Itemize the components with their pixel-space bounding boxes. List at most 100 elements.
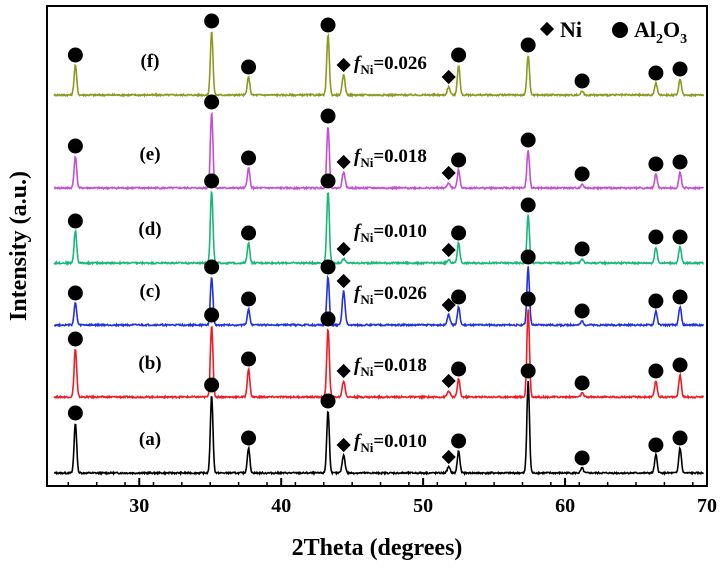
trace-label: (d) [138, 219, 161, 240]
al2o3-peak-marker [574, 450, 590, 466]
al2o3-peak-marker [672, 61, 688, 77]
al2o3-peak-marker [451, 225, 467, 241]
al2o3-peak-marker [67, 47, 83, 63]
legend-ni-label: Ni [560, 17, 582, 42]
xrd-trace-c [53, 266, 705, 328]
ni-peak-marker [441, 69, 456, 85]
al2o3-peak-marker [451, 47, 467, 63]
al2o3-peak-marker [520, 197, 536, 213]
y-axis-title: Intensity (a.u.) [6, 171, 32, 321]
al2o3-peak-marker [451, 289, 467, 305]
al2o3-peak-marker [320, 311, 336, 327]
ni-peak-marker [441, 373, 456, 389]
al2o3-peak-marker [648, 156, 664, 172]
al2o3-peak-marker [320, 259, 336, 275]
al2o3-peak-marker [320, 108, 336, 124]
al2o3-peak-marker [67, 213, 83, 229]
al2o3-peak-marker [320, 393, 336, 409]
trace-label: (c) [139, 281, 160, 302]
al2o3-peak-marker [648, 65, 664, 81]
al2o3-peak-marker [320, 17, 336, 33]
al2o3-peak-marker [672, 357, 688, 373]
fni-annotation: fNi=0.010 [354, 221, 427, 245]
ni-peak-marker [336, 154, 351, 170]
x-axis-title: 2Theta (degrees) [292, 535, 463, 561]
al2o3-peak-marker [574, 166, 590, 182]
xrd-trace-a [53, 380, 704, 477]
al2o3-peak-marker [672, 229, 688, 245]
fni-annotation: fNi=0.026 [354, 53, 427, 77]
al2o3-peak-marker [67, 331, 83, 347]
trace-label: (a) [139, 429, 161, 450]
al2o3-peak-marker [241, 291, 257, 307]
al2o3-peak-marker [320, 173, 336, 189]
xrd-trace-b [53, 309, 705, 401]
trace-label: (e) [139, 144, 160, 165]
al2o3-peak-marker [520, 132, 536, 148]
al2o3-peak-marker [241, 150, 257, 166]
al2o3-peak-marker [672, 289, 688, 305]
xrd-trace-f [53, 31, 705, 98]
x-tick-label: 30 [129, 495, 149, 517]
al2o3-peak-marker [520, 363, 536, 379]
al2o3-peak-marker [204, 259, 220, 275]
x-tick-label: 40 [271, 495, 291, 517]
al2o3-peak-marker [241, 430, 257, 446]
ni-peak-marker [441, 165, 456, 181]
al2o3-peak-marker [67, 138, 83, 154]
al2o3-peak-marker [574, 73, 590, 89]
al2o3-peak-marker [574, 375, 590, 391]
al2o3-peak-marker [204, 173, 220, 189]
ni-peak-marker [336, 241, 351, 257]
al2o3-peak-marker [204, 377, 220, 393]
al2o3-peak-marker [204, 307, 220, 323]
al2o3-peak-marker [520, 291, 536, 307]
xrd-trace-e [53, 111, 705, 191]
plot-frame [46, 5, 708, 487]
al2o3-peak-marker [451, 361, 467, 377]
xrd-trace-d [53, 190, 704, 267]
ni-peak-marker [336, 437, 351, 453]
marker-group [67, 13, 688, 466]
al2o3-peak-marker [204, 94, 220, 110]
al2o3-peak-marker [451, 433, 467, 449]
al2o3-peak-marker [241, 59, 257, 75]
x-axis-ticks: 30 40 50 60 70 [67, 478, 717, 517]
label-group: (a) fNi=0.010 (b) fNi=0.018 (c) fNi=0.026 (d) f… [138, 51, 427, 455]
legend-al2o3-marker [612, 22, 628, 38]
fni-annotation: fNi=0.026 [354, 283, 427, 307]
al2o3-peak-marker [204, 13, 220, 29]
al2o3-peak-marker [241, 225, 257, 241]
ni-peak-marker [441, 449, 456, 465]
al2o3-peak-marker [520, 249, 536, 265]
ni-peak-marker [336, 363, 351, 379]
fni-annotation: fNi=0.018 [354, 355, 427, 379]
al2o3-peak-marker [451, 152, 467, 168]
x-tick-label: 70 [697, 495, 717, 517]
trace-label: (f) [141, 51, 160, 72]
fni-annotation: fNi=0.018 [354, 146, 427, 170]
al2o3-peak-marker [67, 285, 83, 301]
al2o3-peak-marker [241, 351, 257, 367]
x-tick-label: 50 [413, 495, 433, 517]
ni-peak-marker [441, 242, 456, 258]
al2o3-peak-marker [648, 363, 664, 379]
ni-peak-marker [336, 57, 351, 73]
ni-peak-marker [336, 273, 351, 289]
legend: Ni Al2O3 [539, 17, 687, 47]
x-tick-label: 60 [555, 495, 575, 517]
al2o3-peak-marker [648, 293, 664, 309]
trace-label: (b) [138, 353, 161, 374]
al2o3-peak-marker [672, 430, 688, 446]
fni-annotation: fNi=0.010 [354, 431, 427, 455]
legend-al2o3-label: Al2O3 [634, 17, 687, 47]
al2o3-peak-marker [574, 241, 590, 257]
al2o3-peak-marker [648, 229, 664, 245]
legend-ni-marker [539, 21, 555, 37]
al2o3-peak-marker [67, 405, 83, 421]
al2o3-peak-marker [648, 437, 664, 453]
al2o3-peak-marker [574, 303, 590, 319]
trace-group [53, 31, 705, 477]
